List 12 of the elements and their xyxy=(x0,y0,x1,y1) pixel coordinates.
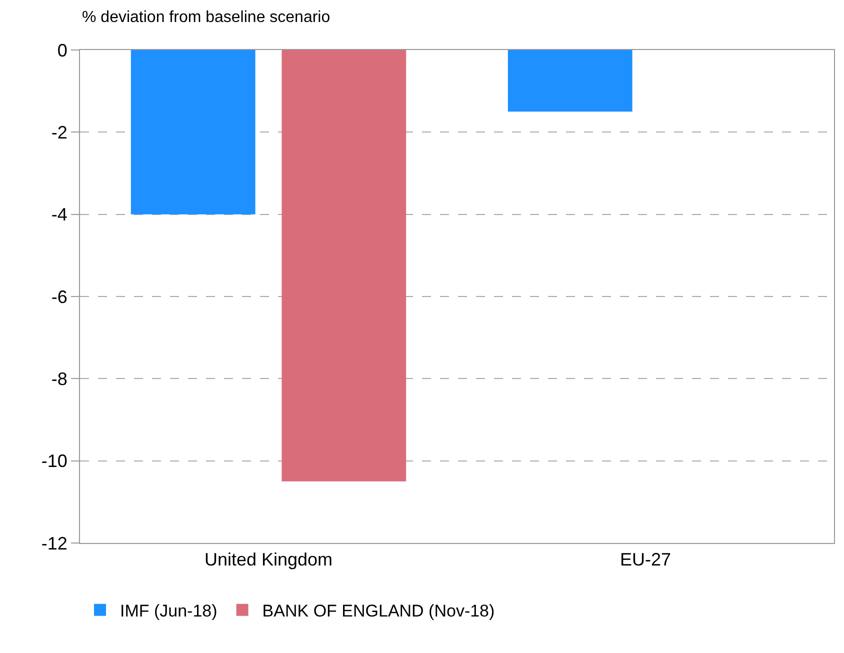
y-tick-label: -12 xyxy=(41,533,68,554)
x-tick-label: United Kingdom xyxy=(204,550,333,570)
legend-label: BANK OF ENGLAND (Nov-18) xyxy=(262,601,495,620)
y-tick-label: -4 xyxy=(51,204,68,225)
x-tick-label: EU-27 xyxy=(620,550,672,570)
y-tick-label: -8 xyxy=(51,368,68,389)
y-tick-label: -10 xyxy=(41,451,68,472)
y-axis-title: % deviation from baseline scenario xyxy=(82,9,330,26)
y-tick-label: 0 xyxy=(57,40,68,60)
y-tick-label: -6 xyxy=(51,286,68,307)
y-tick-label: -2 xyxy=(51,122,68,142)
legend-label: IMF (Jun-18) xyxy=(120,601,218,620)
